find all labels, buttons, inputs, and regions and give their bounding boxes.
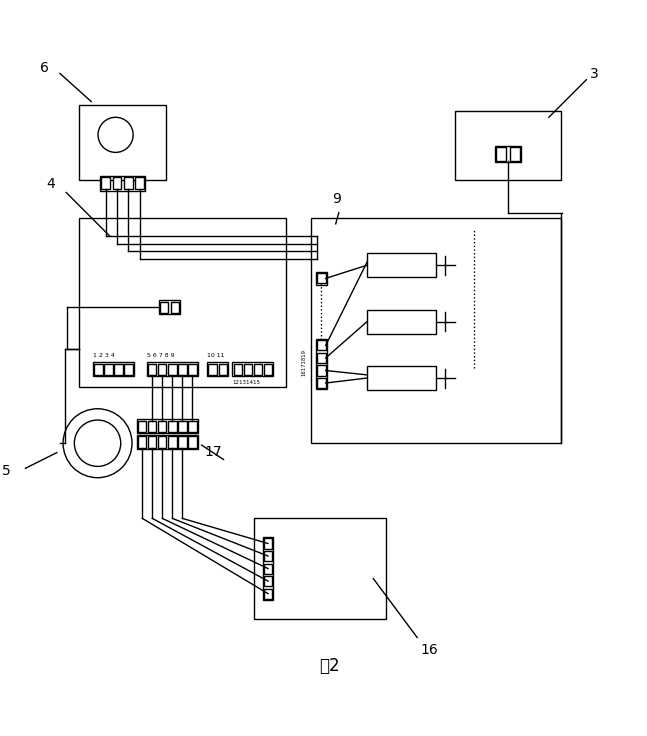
Bar <box>264 589 272 598</box>
Bar <box>93 362 134 376</box>
Bar <box>115 364 123 375</box>
Bar <box>102 177 110 189</box>
Text: 图2: 图2 <box>319 657 340 675</box>
Bar <box>367 366 436 390</box>
Bar <box>148 436 157 447</box>
Bar <box>94 364 103 375</box>
Bar <box>138 421 146 432</box>
Bar <box>496 147 506 160</box>
Bar <box>317 273 325 283</box>
Bar <box>510 147 520 160</box>
Text: 16171819: 16171819 <box>302 350 306 377</box>
Bar <box>168 364 177 375</box>
Bar <box>264 564 272 573</box>
Bar <box>254 518 386 619</box>
Bar <box>243 364 252 375</box>
Bar <box>171 302 179 313</box>
Bar <box>179 436 186 447</box>
Bar <box>264 539 272 548</box>
Text: 6: 6 <box>40 60 49 74</box>
Text: 5: 5 <box>3 464 11 478</box>
Bar <box>317 378 325 388</box>
Bar <box>188 421 197 432</box>
Text: 12131415: 12131415 <box>232 380 260 385</box>
Bar <box>135 177 144 189</box>
Bar <box>159 436 166 447</box>
Bar <box>219 364 226 375</box>
Bar <box>254 364 262 375</box>
Text: 10 11: 10 11 <box>207 353 225 358</box>
Bar <box>159 364 166 375</box>
Bar <box>264 551 272 561</box>
Bar <box>104 364 113 375</box>
Text: 5 6 7 8 9: 5 6 7 8 9 <box>147 353 175 358</box>
Bar <box>263 537 273 600</box>
Text: 9: 9 <box>333 192 342 206</box>
Bar <box>317 366 325 375</box>
Bar <box>79 218 285 387</box>
Bar <box>367 310 436 333</box>
Text: 17: 17 <box>204 445 223 459</box>
Text: 16: 16 <box>421 643 438 657</box>
Bar <box>188 436 197 447</box>
Text: 3: 3 <box>589 67 598 81</box>
Bar <box>263 364 272 375</box>
Bar <box>168 436 177 447</box>
Bar <box>232 362 273 376</box>
Bar <box>138 436 146 447</box>
Bar <box>311 218 562 443</box>
Bar <box>317 341 325 350</box>
Bar <box>264 576 272 586</box>
Text: 4: 4 <box>46 177 55 191</box>
Bar <box>179 364 186 375</box>
Bar <box>159 300 181 314</box>
Bar <box>148 421 157 432</box>
Bar <box>100 176 145 191</box>
Bar <box>113 177 122 189</box>
Bar <box>495 146 521 162</box>
Bar <box>147 362 198 376</box>
Bar <box>79 105 166 180</box>
Bar <box>124 177 133 189</box>
Bar <box>455 111 562 180</box>
Bar <box>317 353 325 363</box>
Text: 1 2 3 4: 1 2 3 4 <box>93 353 115 358</box>
Bar <box>207 362 228 376</box>
Bar <box>316 272 327 285</box>
Bar <box>234 364 242 375</box>
Bar <box>188 364 197 375</box>
Bar <box>124 364 133 375</box>
Bar <box>137 420 198 434</box>
Bar <box>316 339 327 389</box>
Bar <box>179 421 186 432</box>
Bar <box>137 435 198 449</box>
Bar <box>160 302 168 313</box>
Bar <box>168 421 177 432</box>
Bar <box>367 253 436 277</box>
Bar <box>208 364 217 375</box>
Bar <box>148 364 157 375</box>
Bar <box>159 421 166 432</box>
